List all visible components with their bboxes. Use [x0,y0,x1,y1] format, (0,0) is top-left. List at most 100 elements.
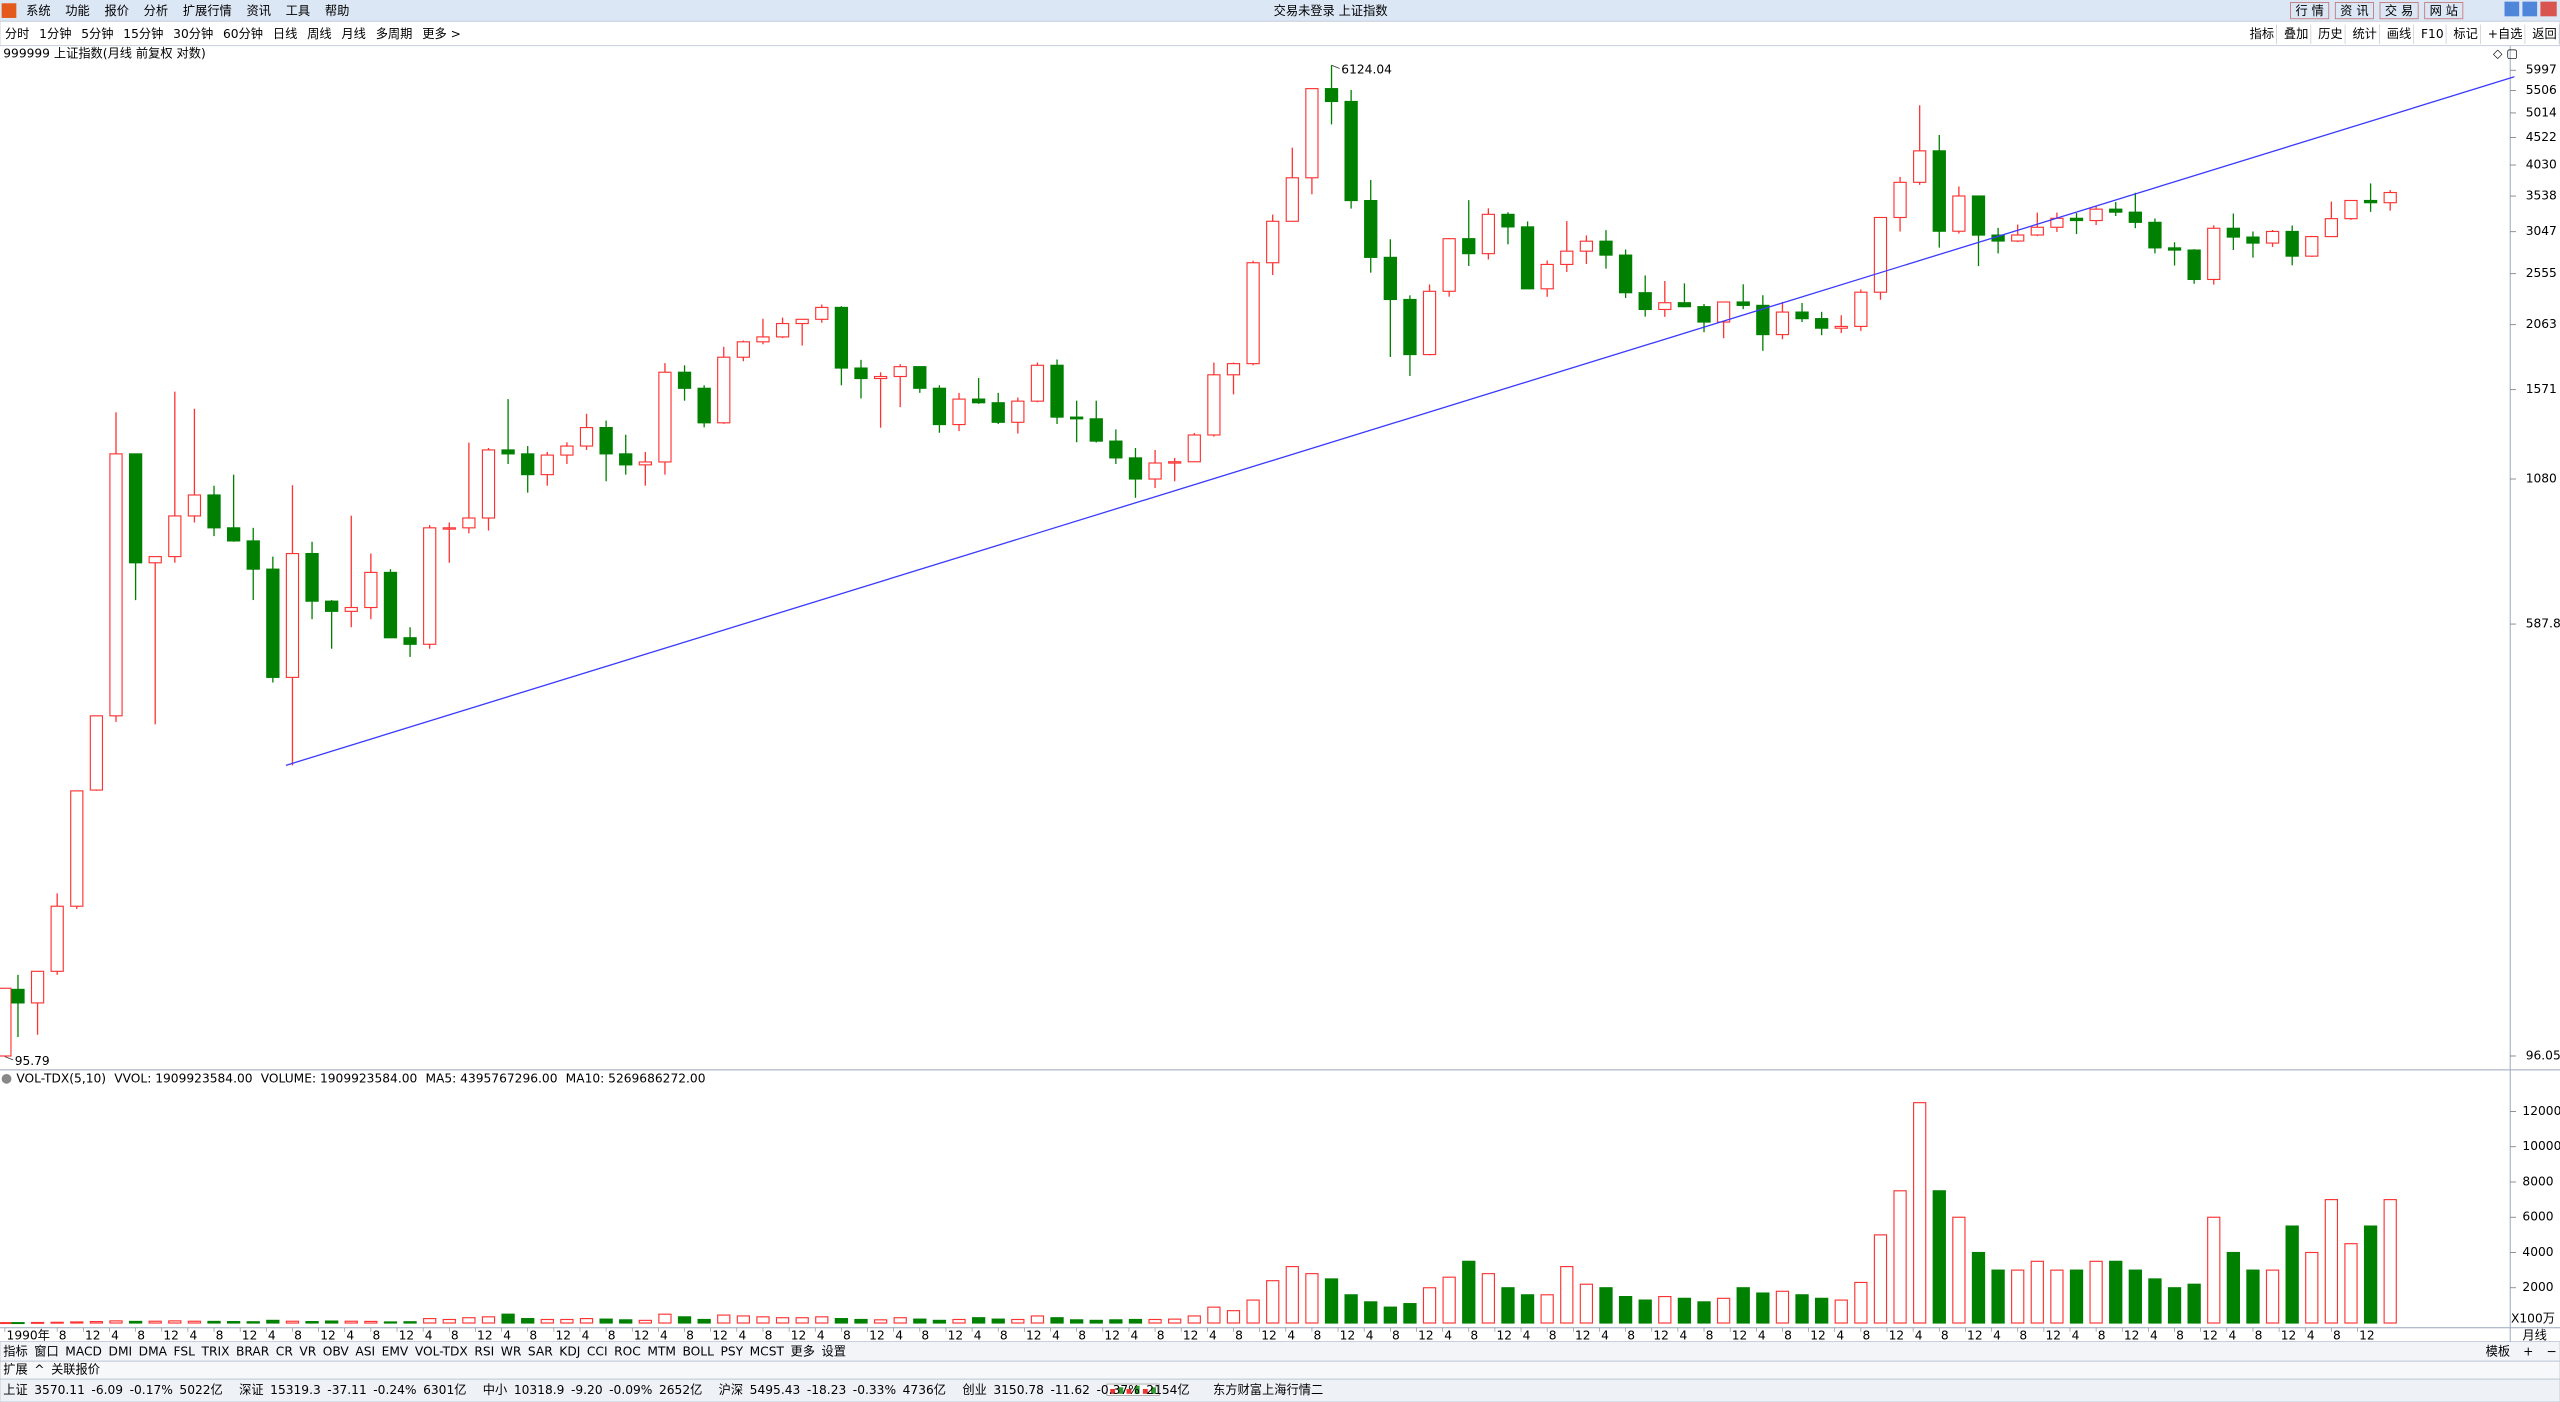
volume-bar [2226,1251,2241,1324]
template-button[interactable]: 模板 [2486,1345,2510,1359]
indicator-tab[interactable]: ROC [614,1345,641,1359]
candle-body [1481,213,1496,255]
top-button[interactable]: 行 情 [2296,4,2324,18]
period-tab[interactable]: 60分钟 [223,26,263,41]
indicator-tab[interactable]: 指标 [3,1344,27,1359]
indicator-tab[interactable]: VOL-TDX [415,1345,468,1359]
volume-bar [658,1313,672,1324]
indicator-tab[interactable]: DMI [109,1345,133,1359]
template-button[interactable]: − [2546,1345,2556,1359]
indicator-tab[interactable]: CCI [587,1345,608,1359]
maximize-button[interactable] [2522,1,2538,17]
minimize-button[interactable] [2504,1,2520,17]
volume-bar [795,1317,809,1324]
top-button[interactable]: 资 讯 [2340,4,2368,18]
bottom-tab[interactable]: ^ [34,1363,44,1377]
annotation-label: 6124.04 [1341,63,1392,77]
candle-body [1285,177,1299,222]
menu-item[interactable]: 分析 [144,4,168,18]
bottom-tab[interactable]: 关联报价 [51,1362,100,1377]
volume-bar [2148,1278,2162,1324]
tool-button[interactable]: 指标 [2250,26,2274,41]
candle-body [971,398,986,404]
indicator-tab[interactable]: PSY [720,1345,743,1359]
tool-button[interactable]: 返回 [2532,27,2556,41]
x-tick-label: 12 [2281,1328,2297,1342]
menu-item[interactable]: 系统 [26,4,50,18]
volume-bar [1540,1294,1554,1324]
candle-body [442,527,456,530]
x-tick-label: 8 [921,1328,929,1342]
indicator-tab[interactable]: ASI [355,1345,375,1359]
menu-item[interactable]: 工具 [286,4,310,18]
feed-icon [1106,1383,1160,1396]
indicator-tab[interactable]: CR [276,1345,294,1359]
indicator-tab[interactable]: KDJ [559,1345,580,1359]
bottom-tab[interactable]: 扩展 [3,1363,27,1377]
candle-body [1305,88,1319,179]
candle-body [599,426,613,455]
candle-body [1736,301,1750,306]
period-tab[interactable]: 15分钟 [123,26,163,41]
tool-button[interactable]: 叠加 [2284,27,2308,41]
period-tab[interactable]: 更多 > [422,27,461,41]
top-button[interactable]: 交 易 [2385,3,2413,18]
tool-button[interactable]: 画线 [2387,27,2411,41]
menu-item[interactable]: 资讯 [247,4,271,18]
indicator-tab[interactable]: OBV [323,1345,350,1359]
indicator-tab[interactable]: 更多 [791,1345,815,1359]
y-tick-label: 4030 [2526,158,2557,172]
period-tab[interactable]: 分时 [5,27,29,41]
indicator-tab[interactable]: MTM [647,1345,676,1359]
period-tab[interactable]: 1分钟 [39,26,71,41]
close-button[interactable] [2540,1,2557,17]
indicator-tab[interactable]: 设置 [822,1345,846,1359]
tool-button[interactable]: F10 [2421,27,2444,41]
indicator-tab[interactable]: RSI [474,1345,494,1359]
tool-button[interactable]: 统计 [2352,27,2376,41]
indicator-tab[interactable]: DMA [139,1345,168,1359]
period-tab[interactable]: 30分钟 [173,26,213,41]
x-tick-label: 8 [1941,1328,1949,1342]
menu-item[interactable]: 功能 [65,4,89,18]
top-button[interactable]: 网 站 [2430,4,2458,18]
candle-body [1187,434,1201,463]
panel-icon[interactable] [1,1073,12,1084]
volume-bar [560,1318,574,1324]
top-button-frame [2334,2,2374,20]
period-tab[interactable]: 多周期 [376,27,413,41]
indicator-tab[interactable]: WR [501,1345,522,1359]
period-tab[interactable]: 周线 [307,27,331,41]
indicator-tab[interactable]: MCST [750,1345,785,1359]
x-tick-label: 8 [137,1328,145,1342]
menu-item[interactable]: 帮助 [325,4,349,18]
period-tab[interactable]: 5分钟 [81,26,113,41]
period-tab[interactable]: 月线 [341,27,365,41]
period-tab[interactable]: 日线 [273,27,297,41]
candle-body [383,571,398,639]
x-tick-label: 4 [738,1328,746,1342]
candle-body [1207,374,1221,436]
indicator-tab[interactable]: MACD [65,1345,102,1359]
menu-item[interactable]: 扩展行情 [183,4,232,18]
template-button[interactable]: + [2523,1345,2533,1359]
indicator-tab[interactable]: TRIX [200,1345,229,1359]
indicator-tab[interactable]: VR [299,1345,316,1359]
indicator-tab[interactable]: FSL [174,1345,196,1359]
indicator-tab[interactable]: BOLL [682,1345,714,1359]
candle-body [1070,416,1084,420]
tool-button[interactable]: 历史 [2318,27,2342,41]
tool-button[interactable]: +自选 [2488,27,2523,41]
menu-item[interactable]: 报价 [104,3,128,18]
volume-bar [1168,1318,1182,1324]
volume-bar [913,1318,927,1324]
volume-bar [325,1320,339,1324]
indicator-tab[interactable]: SAR [528,1345,553,1359]
status-field: 5022亿 [179,1382,222,1397]
indicator-tab[interactable]: 窗口 [34,1345,58,1359]
chart-options-icon[interactable]: ◇ ▢ [2493,46,2518,60]
indicator-tab[interactable]: EMV [382,1345,409,1359]
candle-body [2265,230,2280,244]
tool-button[interactable]: 标记 [2453,27,2477,41]
indicator-tab[interactable]: BRAR [236,1345,270,1359]
